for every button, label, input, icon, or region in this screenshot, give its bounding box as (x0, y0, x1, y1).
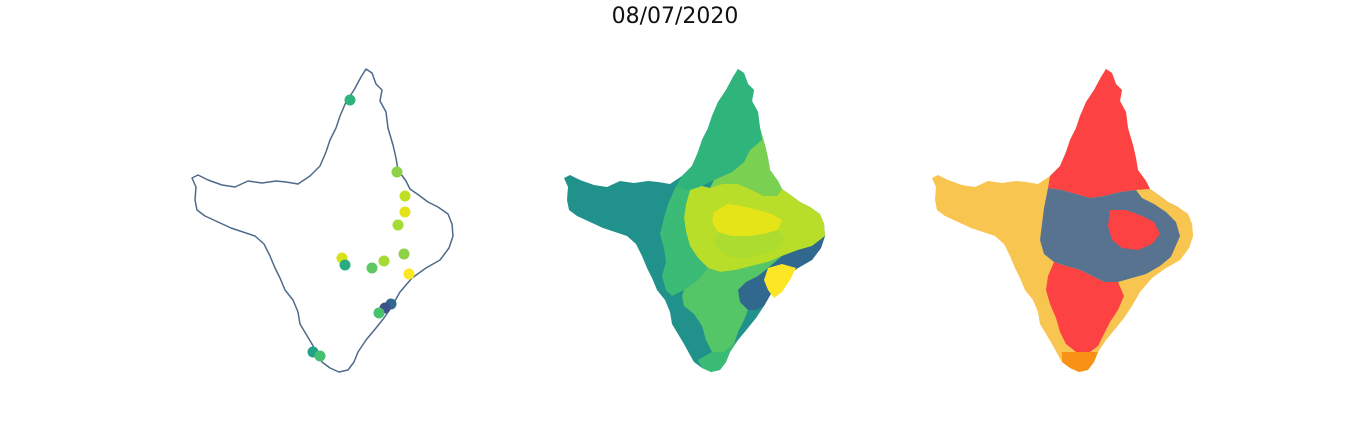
region-north (676, 69, 762, 190)
sample-point (366, 262, 378, 274)
sample-point (339, 259, 351, 271)
classified-regions (932, 69, 1193, 372)
region-central-yellow (712, 204, 782, 236)
region-south-tip (698, 340, 738, 372)
sample-point (392, 219, 404, 231)
class-region-north-red (1048, 69, 1150, 198)
choropleth-regions (564, 69, 825, 372)
sample-point (373, 307, 385, 319)
class-region-south-red (1046, 262, 1124, 352)
sample-point (391, 166, 403, 178)
class-region-ring-yellow (1136, 189, 1193, 268)
sample-point (399, 206, 411, 218)
sample-point (314, 350, 326, 362)
state-outline (191, 68, 454, 373)
region-southeast-yellow (764, 264, 796, 298)
figure-title: 08/07/2020 (611, 4, 739, 29)
sample-point (403, 268, 415, 280)
region-west-green (660, 186, 708, 296)
class-region-south-orange (1062, 352, 1098, 372)
class-region-central-red (1108, 210, 1160, 250)
sample-point (399, 190, 411, 202)
sample-point (398, 248, 410, 260)
sample-point (344, 94, 356, 106)
sample-point (378, 255, 390, 267)
region-northeast (710, 128, 782, 196)
region-central-mid (714, 230, 786, 258)
